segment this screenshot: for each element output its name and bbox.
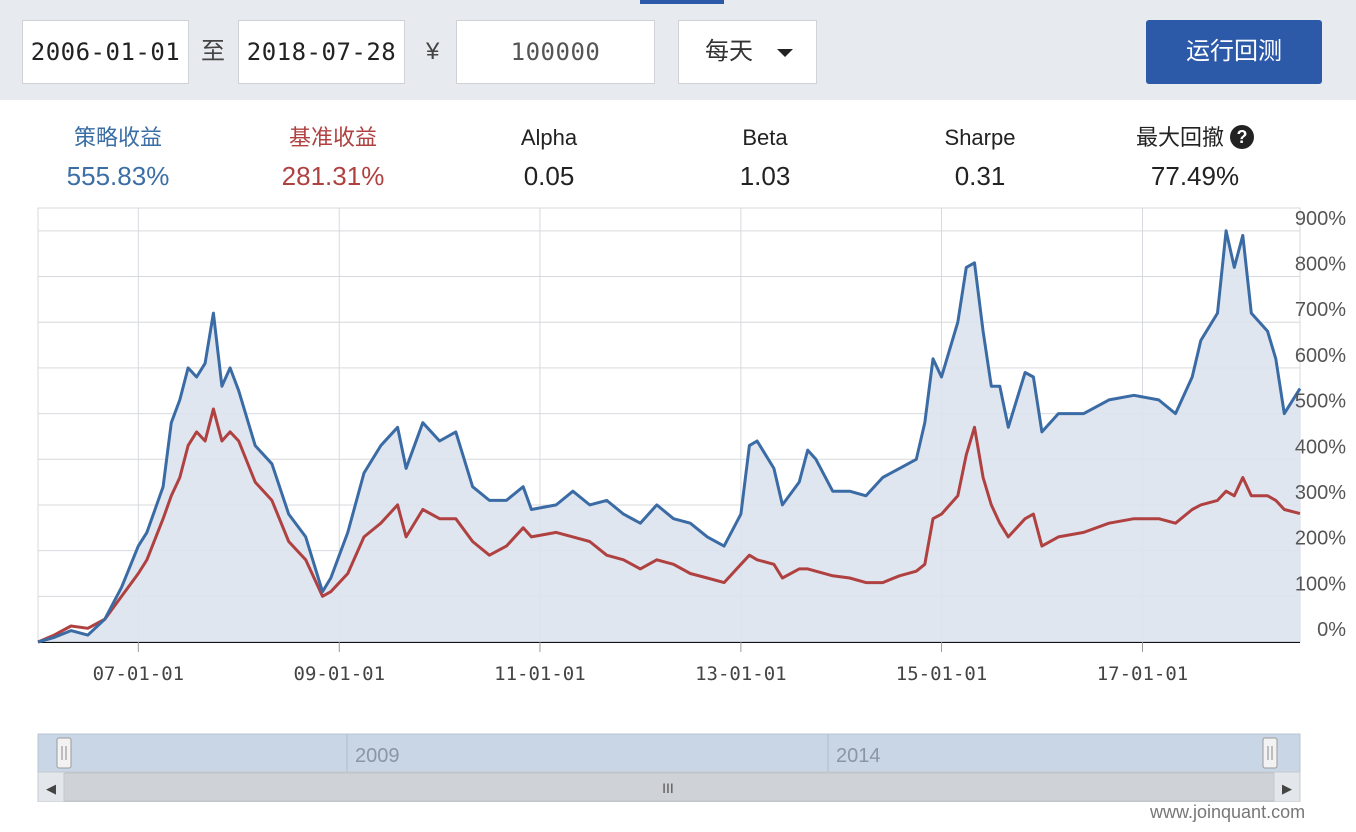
navigator-year-label: 2009: [355, 745, 400, 767]
navigator-range[interactable]: [37, 733, 1301, 773]
stat-value: 1.03: [739, 161, 791, 191]
frequency-label: 每天: [705, 38, 753, 65]
stat-label: Sharpe: [944, 125, 1016, 150]
stat-sharpe: Sharpe 0.31: [880, 118, 1080, 198]
stat-alpha: Alpha 0.05: [449, 118, 649, 198]
navigator-handle[interactable]: [1262, 737, 1278, 769]
capital-input[interactable]: 100000: [456, 20, 655, 84]
strategy-line: [37, 229, 1302, 644]
y-axis-ticks: 0% 100% 200% 300% 400% 500% 600% 700% 800% 900%: [1295, 208, 1346, 641]
y-tick-label: 900%: [1295, 208, 1346, 230]
y-tick-label: 700%: [1295, 299, 1346, 321]
stat-strategy-return: 策略收益 555.83%: [18, 118, 218, 198]
chevron-left-icon[interactable]: ◀: [46, 782, 56, 797]
series-lines: [37, 229, 1302, 644]
y-tick-label: 800%: [1295, 254, 1346, 276]
y-tick-label: 500%: [1295, 391, 1346, 413]
strategy-area-fill: [38, 230, 1300, 643]
watermark: www.joinquant.com: [1150, 802, 1306, 822]
tab-indicator: [640, 0, 724, 4]
currency-symbol: ¥: [426, 38, 440, 65]
y-tick-label: 300%: [1295, 482, 1346, 504]
stat-beta: Beta 1.03: [665, 118, 865, 198]
x-tick-label: 09-01-01: [294, 663, 386, 685]
start-date-input[interactable]: 2006-01-01: [22, 20, 189, 84]
stat-value: 0.31: [954, 161, 1006, 191]
x-tick-label: 17-01-01: [1097, 663, 1189, 685]
x-tick-label: 15-01-01: [896, 663, 988, 685]
stat-label: Beta: [742, 125, 788, 150]
x-tick-label: 07-01-01: [93, 663, 185, 685]
navigator-handle[interactable]: [56, 737, 72, 769]
stat-max-drawdown: 最大回撤? 77.49%: [1095, 118, 1295, 198]
stat-label: 最大回撤?: [1095, 118, 1295, 158]
backtest-chart: 0% 100% 200% 300% 400% 500% 600% 700% 800% 900% 0…: [37, 207, 1346, 802]
y-tick-label: 0%: [1317, 619, 1346, 641]
toolbar: 2006-01-01 至 2018-07-28 ¥ 100000 每天 运行回测: [0, 0, 1356, 100]
stat-label: Alpha: [520, 125, 578, 150]
help-icon[interactable]: ?: [1230, 125, 1254, 149]
x-tick-label: 11-01-01: [494, 663, 586, 685]
chevron-right-icon[interactable]: ▶: [1282, 782, 1292, 797]
navigator-year-label: 2014: [836, 745, 881, 767]
navigator[interactable]: 2009 2014 III ◀ ▶: [37, 733, 1301, 802]
y-tick-label: 200%: [1295, 528, 1346, 550]
run-backtest-button[interactable]: 运行回测: [1146, 20, 1322, 84]
date-range-separator: 至: [201, 38, 225, 65]
strategy-area: [38, 230, 1300, 643]
stat-value: 0.05: [523, 161, 575, 191]
x-axis-ticks: 07-01-01 09-01-01 11-01-01 13-01-01 15-01-01…: [93, 642, 1189, 685]
scroll-left-button[interactable]: [37, 771, 65, 802]
scrollbar-grip: III: [662, 780, 674, 796]
stat-value: 281.31%: [281, 161, 385, 191]
y-tick-label: 600%: [1295, 345, 1346, 367]
y-tick-label: 400%: [1295, 436, 1346, 458]
stat-label: 基准收益: [288, 125, 377, 150]
benchmark-line: [37, 407, 1301, 644]
stat-value: 555.83%: [66, 161, 170, 191]
stat-label-text: 最大回撤: [1135, 125, 1224, 150]
stat-value: 77.49%: [1150, 161, 1240, 191]
scrollbar-thumb[interactable]: [63, 772, 1275, 802]
stat-benchmark-return: 基准收益 281.31%: [233, 118, 433, 198]
end-date-input[interactable]: 2018-07-28: [238, 20, 405, 84]
stats-row: 策略收益 555.83% 基准收益 281.31% Alpha 0.05 Bet…: [0, 118, 1356, 198]
chevron-down-icon: [777, 49, 793, 57]
frequency-select[interactable]: 每天: [678, 20, 817, 84]
scroll-right-button[interactable]: [1273, 771, 1301, 802]
y-tick-label: 100%: [1295, 573, 1346, 595]
x-tick-label: 13-01-01: [695, 663, 787, 685]
stat-label: 策略收益: [73, 125, 162, 150]
